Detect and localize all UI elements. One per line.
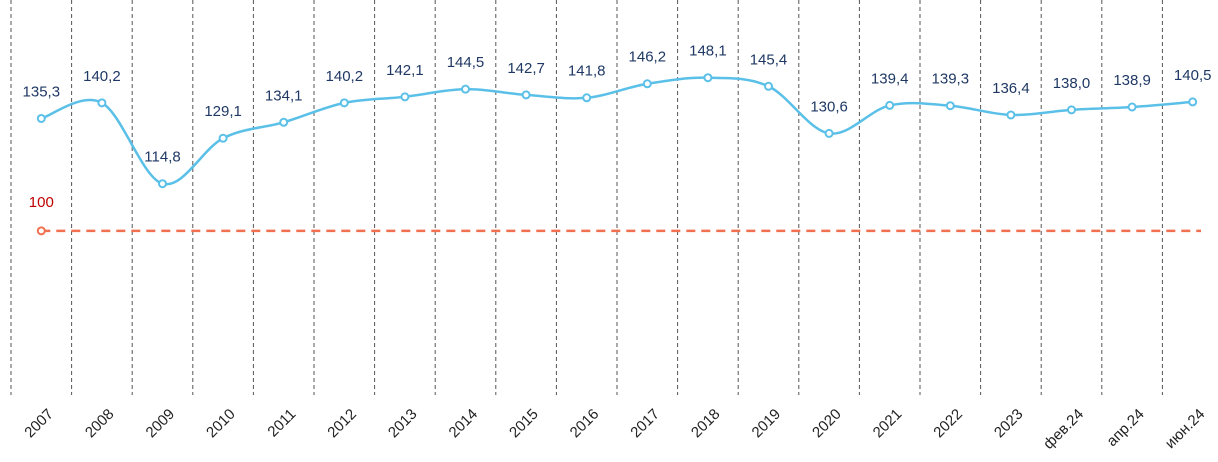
data-label: 142,1 — [386, 62, 424, 79]
data-label: 136,4 — [992, 80, 1030, 97]
x-tick-label: апр.24 — [1103, 406, 1147, 450]
data-label: 142,7 — [507, 60, 545, 77]
data-label: 139,3 — [932, 71, 970, 88]
x-tick-label: 2018 — [688, 406, 724, 442]
x-tick-label: 2007 — [21, 406, 57, 442]
marker — [642, 79, 652, 89]
marker — [1127, 102, 1137, 112]
data-label: 130,6 — [810, 98, 848, 115]
x-tick-label: 2019 — [749, 406, 785, 442]
reference-marker — [36, 226, 46, 236]
data-label: 134,1 — [265, 87, 303, 104]
marker — [400, 92, 410, 102]
x-tick-label: 2011 — [264, 406, 299, 441]
x-tick-label: 2022 — [930, 406, 966, 442]
line — [40, 76, 1193, 186]
marker — [461, 84, 470, 94]
marker — [521, 90, 531, 100]
marker — [885, 100, 895, 110]
marker — [945, 101, 955, 111]
data-label: 138,0 — [1053, 75, 1091, 92]
data-label: 135,3 — [23, 83, 61, 100]
x-tick-label: 2020 — [809, 406, 845, 442]
data-label: 138,9 — [1113, 72, 1151, 89]
marker — [339, 98, 349, 108]
marker — [218, 133, 228, 143]
x-tick-label: фев.24 — [1040, 406, 1087, 453]
x-tick-label: 2010 — [203, 406, 239, 442]
x-tick-label: 2013 — [385, 406, 421, 442]
marker — [279, 117, 289, 127]
data-label: 140,2 — [83, 68, 121, 85]
x-tick-label: 2009 — [143, 406, 179, 442]
data-label: 140,5 — [1174, 67, 1212, 84]
x-tick-label: 2023 — [991, 406, 1027, 442]
x-tick-label: 2015 — [506, 406, 542, 442]
marker — [36, 113, 46, 123]
data-label: 145,4 — [750, 51, 788, 68]
marker — [1006, 110, 1016, 120]
x-tick-label: 2021 — [870, 406, 906, 442]
data-label: 139,4 — [871, 70, 909, 87]
data-label: 129,1 — [204, 103, 242, 120]
marker — [824, 128, 834, 138]
marker — [1188, 97, 1198, 107]
marker — [158, 179, 167, 189]
x-tick-label: июн.24 — [1162, 406, 1209, 453]
marker — [703, 73, 713, 83]
reference-label: 100 — [29, 194, 54, 211]
x-tick-label: 2016 — [567, 406, 603, 442]
x-tick-label: 2008 — [82, 406, 118, 442]
data-label: 114,8 — [144, 149, 180, 166]
marker — [764, 81, 773, 91]
marker — [582, 93, 592, 103]
data-label: 141,8 — [568, 63, 606, 80]
data-label: 146,2 — [629, 49, 667, 66]
marker — [1067, 105, 1076, 115]
x-tick-label: 2014 — [446, 406, 482, 442]
data-label: 140,2 — [326, 68, 364, 85]
x-tick-label: 2017 — [627, 406, 663, 442]
data-label: 144,5 — [447, 54, 485, 71]
x-tick-label: 2012 — [324, 406, 360, 442]
marker — [97, 98, 107, 108]
data-label: 148,1 — [689, 43, 727, 60]
